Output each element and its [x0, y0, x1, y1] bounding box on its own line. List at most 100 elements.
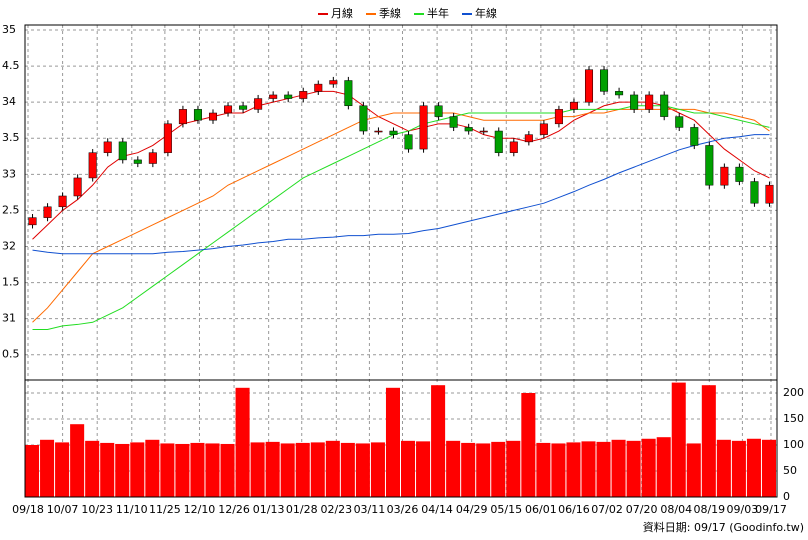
volume-bar [551, 443, 566, 497]
volume-bar [370, 442, 385, 497]
volume-bar [250, 442, 265, 497]
legend-label: 月線 [331, 6, 353, 20]
candle-body [43, 206, 52, 218]
y2-tick-label: 50 [783, 464, 797, 477]
x-tick-label: 08/19 [693, 503, 725, 516]
y-tick-label: 35 [2, 23, 16, 36]
candle-body [299, 91, 308, 99]
volume-bar [521, 393, 536, 497]
candle-body [284, 94, 293, 99]
x-tick-label: 01/28 [286, 503, 318, 516]
x-tick-label: 07/02 [591, 503, 623, 516]
y-tick-label: 32 [2, 239, 16, 252]
candle-body [314, 83, 323, 92]
candle-body [419, 105, 428, 150]
legend-label: 年線 [475, 6, 497, 20]
y-tick-label: 34 [2, 95, 16, 108]
volume-bar [190, 442, 205, 497]
candle-body [224, 105, 233, 114]
candle-body [645, 94, 654, 110]
volume-bar [115, 443, 130, 497]
volume-bar [641, 438, 656, 497]
volume-bar [491, 441, 506, 497]
volume-bar [416, 441, 431, 497]
candle-body [103, 141, 112, 153]
volume-bar [235, 387, 250, 497]
moving-average-line [32, 134, 770, 255]
volume-bar [130, 442, 145, 497]
volume-bar [731, 440, 746, 497]
volume-bar [220, 443, 235, 497]
volume-bar [536, 442, 551, 497]
candle-body [569, 101, 578, 110]
x-tick-label: 05/15 [490, 503, 522, 516]
volume-bar [401, 440, 416, 497]
volume-bar [100, 442, 115, 497]
volume-bar [385, 387, 400, 497]
volume-bar [55, 442, 70, 497]
x-tick-label: 12/26 [218, 503, 250, 516]
candle-body [178, 109, 187, 125]
candle-body [554, 109, 563, 125]
legend-label: 季線 [379, 6, 401, 20]
volume-bar [340, 442, 355, 497]
candle-body [509, 141, 518, 153]
candle-body [705, 145, 714, 186]
candle-body [269, 94, 278, 99]
candle-body [58, 195, 67, 208]
y-tick-label: 2.5 [2, 203, 20, 216]
y2-tick-label: 150 [783, 412, 804, 425]
candle-body [73, 177, 82, 197]
volume-bar [205, 443, 220, 497]
volume-bar [25, 445, 40, 497]
candle-body [720, 166, 729, 186]
volume-bar [761, 439, 776, 497]
volume-bar [40, 439, 55, 497]
candle-body [28, 217, 37, 226]
volume-bar [506, 440, 521, 497]
candle-body [359, 105, 368, 132]
y-tick-label: 3.5 [2, 131, 20, 144]
volume-bar [280, 443, 295, 497]
x-tick-label: 09/03 [727, 503, 759, 516]
y2-tick-label: 100 [783, 438, 804, 451]
volume-bar [566, 442, 581, 497]
candle-body [750, 181, 759, 204]
x-tick-label: 12/10 [184, 503, 216, 516]
x-tick-label: 11/10 [116, 503, 148, 516]
x-tick-label: 08/04 [660, 503, 692, 516]
x-tick-label: 01/13 [253, 503, 285, 516]
volume-bar [671, 382, 686, 497]
volume-bar [476, 443, 491, 497]
candle-body [494, 130, 503, 153]
candle-body [329, 80, 338, 85]
candle-body [118, 141, 127, 161]
candle-body [193, 109, 202, 121]
candle-body [690, 127, 699, 146]
volume-bar [446, 440, 461, 497]
y-tick-label: 1.5 [2, 276, 20, 289]
volume-bar [70, 424, 85, 497]
volume-bar [325, 440, 340, 497]
x-tick-label: 11/25 [149, 503, 181, 516]
x-tick-label: 09/18 [12, 503, 44, 516]
candle-body [148, 152, 157, 164]
footer: 資料日期: 09/17 (Goodinfo.tw) [643, 520, 804, 534]
volume-bar [596, 441, 611, 497]
volume-bar [295, 442, 310, 497]
candle-body [479, 130, 488, 133]
y2-tick-label: 0 [783, 490, 790, 503]
candle-body [344, 80, 353, 107]
plot-border [24, 24, 778, 498]
volume-bar [626, 440, 641, 497]
candle-body [584, 69, 594, 103]
volume-bar [701, 385, 716, 497]
x-tick-label: 03/26 [387, 503, 419, 516]
candle-body [735, 166, 744, 182]
candle-body [524, 134, 533, 143]
volume-bar [581, 441, 596, 497]
x-tick-label: 04/29 [456, 503, 488, 516]
volume-bar [310, 442, 325, 497]
candle-body [239, 105, 248, 110]
